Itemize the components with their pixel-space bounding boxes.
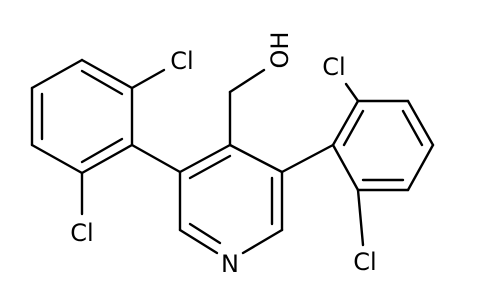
atom-label: N bbox=[221, 250, 239, 278]
bonds bbox=[30, 58, 435, 255]
atom-label: OH bbox=[266, 32, 294, 69]
atom-label: Cl bbox=[353, 248, 376, 276]
atom-label: Cl bbox=[70, 219, 93, 247]
atom-label: Cl bbox=[170, 47, 193, 75]
atom-label: Cl bbox=[322, 53, 345, 81]
